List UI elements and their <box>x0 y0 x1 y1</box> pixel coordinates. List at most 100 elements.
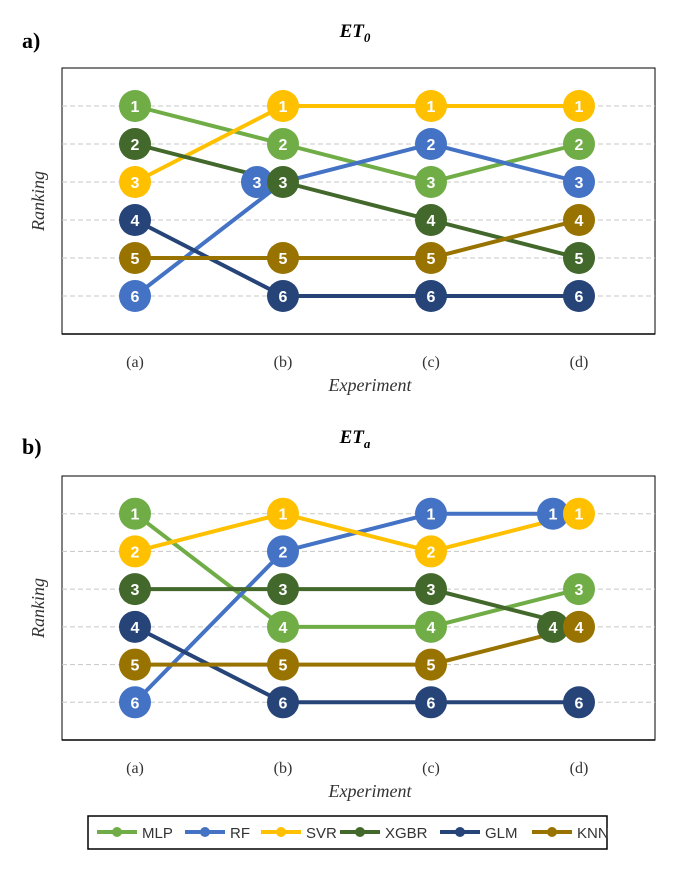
chart-title-main: ET <box>339 21 366 42</box>
data-point-rf <box>119 686 151 719</box>
data-point-rf <box>415 128 447 160</box>
x-tick-label: (a) <box>126 760 144 777</box>
data-point-glm <box>267 280 299 312</box>
data-point-xgbr <box>267 166 299 198</box>
data-point-glm <box>415 280 447 312</box>
legend-item-svr: SVR <box>261 825 337 842</box>
data-point-knn <box>119 648 151 681</box>
series-line-rf <box>133 141 580 298</box>
data-label: 1 <box>427 99 436 116</box>
data-point-knn <box>563 204 595 236</box>
series-line-svr <box>134 104 579 184</box>
legend-swatch-marker <box>112 827 122 837</box>
data-point-svr <box>563 90 595 122</box>
data-label: 2 <box>279 544 288 561</box>
data-point-xgbr <box>415 204 447 236</box>
data-point-glm <box>267 686 299 719</box>
data-label: 4 <box>427 213 436 230</box>
chart-title-subscript: 0 <box>364 30 371 45</box>
data-point-knn <box>415 242 447 274</box>
data-label: 1 <box>279 99 288 116</box>
data-label: 4 <box>427 620 436 637</box>
data-label: 4 <box>575 620 584 637</box>
x-tick-label: (b) <box>274 760 293 777</box>
x-tick-label: (d) <box>570 354 589 371</box>
data-point-rf <box>415 497 447 530</box>
chart-panel-a: a) ET0 (a) (b) (c) (d) Experiment Ranking 3 1 2 3 2 6… <box>22 21 656 395</box>
legend-item-knn: KNN <box>532 825 609 842</box>
data-point-xgbr <box>119 128 151 160</box>
data-label: 3 <box>279 175 288 192</box>
data-point-svr <box>563 497 595 530</box>
chart-title: ET0 <box>339 21 371 45</box>
legend-label: SVR <box>306 825 337 842</box>
y-axis-label: Ranking <box>28 578 48 639</box>
data-label: 4 <box>575 213 584 230</box>
legend-item-glm: GLM <box>440 825 518 842</box>
data-point-knn <box>267 648 299 681</box>
x-tick-label: (c) <box>422 354 440 371</box>
data-label: 3 <box>427 582 436 599</box>
data-label: 6 <box>279 695 288 712</box>
data-point-xgbr <box>267 573 299 606</box>
legend-label: RF <box>230 825 250 842</box>
data-label: 5 <box>279 658 288 675</box>
data-label: 1 <box>427 507 436 524</box>
x-axis-label: Experiment <box>328 781 413 801</box>
legend-swatch-marker <box>276 827 286 837</box>
data-label: 1 <box>549 507 558 524</box>
data-label: 6 <box>575 695 584 712</box>
data-label: 2 <box>131 544 140 561</box>
legend-item-xgbr: XGBR <box>340 825 428 842</box>
data-label: 2 <box>131 137 140 154</box>
data-label: 4 <box>279 620 288 637</box>
data-label: 3 <box>131 175 140 192</box>
data-point-glm <box>119 610 151 643</box>
data-label: 3 <box>575 582 584 599</box>
data-point-svr <box>267 90 299 122</box>
data-point-svr <box>267 497 299 530</box>
data-label: 5 <box>131 251 140 268</box>
data-point-rf <box>537 497 569 530</box>
data-label: 5 <box>279 251 288 268</box>
data-label: 3 <box>575 175 584 192</box>
legend-item-rf: RF <box>185 825 250 842</box>
chart-title: ETa <box>339 427 371 451</box>
data-label: 6 <box>427 695 436 712</box>
data-point-mlp <box>415 610 447 643</box>
y-axis-label: Ranking <box>28 171 48 232</box>
panel-label: a) <box>22 28 40 53</box>
chart-title-main: ET <box>339 427 366 448</box>
data-point-glm <box>563 280 595 312</box>
legend-label: GLM <box>485 825 518 842</box>
data-point-rf <box>119 280 151 312</box>
data-label: 5 <box>131 658 140 675</box>
data-point-mlp <box>415 166 447 198</box>
legend-label: KNN <box>577 825 609 842</box>
data-point-knn <box>563 610 595 643</box>
data-label: 2 <box>427 544 436 561</box>
data-point-glm <box>563 686 595 719</box>
series-line-knn <box>135 624 580 667</box>
legend-swatch-marker <box>547 827 557 837</box>
data-point-glm <box>119 204 151 236</box>
data-label: 1 <box>131 99 140 116</box>
x-tick-label: (d) <box>570 760 589 777</box>
data-label: 3 <box>253 175 262 192</box>
data-point-svr <box>119 535 151 568</box>
data-point-rf <box>563 166 595 198</box>
data-point-glm <box>415 686 447 719</box>
data-point-svr <box>415 90 447 122</box>
x-tick-label: (c) <box>422 760 440 777</box>
data-label: 1 <box>131 507 140 524</box>
data-label: 5 <box>575 251 584 268</box>
chart-title-subscript: a <box>364 436 371 451</box>
series-line-xgbr <box>135 587 580 629</box>
legend-item-mlp: MLP <box>97 825 173 842</box>
data-label: 2 <box>427 137 436 154</box>
legend-swatch-marker <box>355 827 365 837</box>
data-label: 5 <box>427 251 436 268</box>
